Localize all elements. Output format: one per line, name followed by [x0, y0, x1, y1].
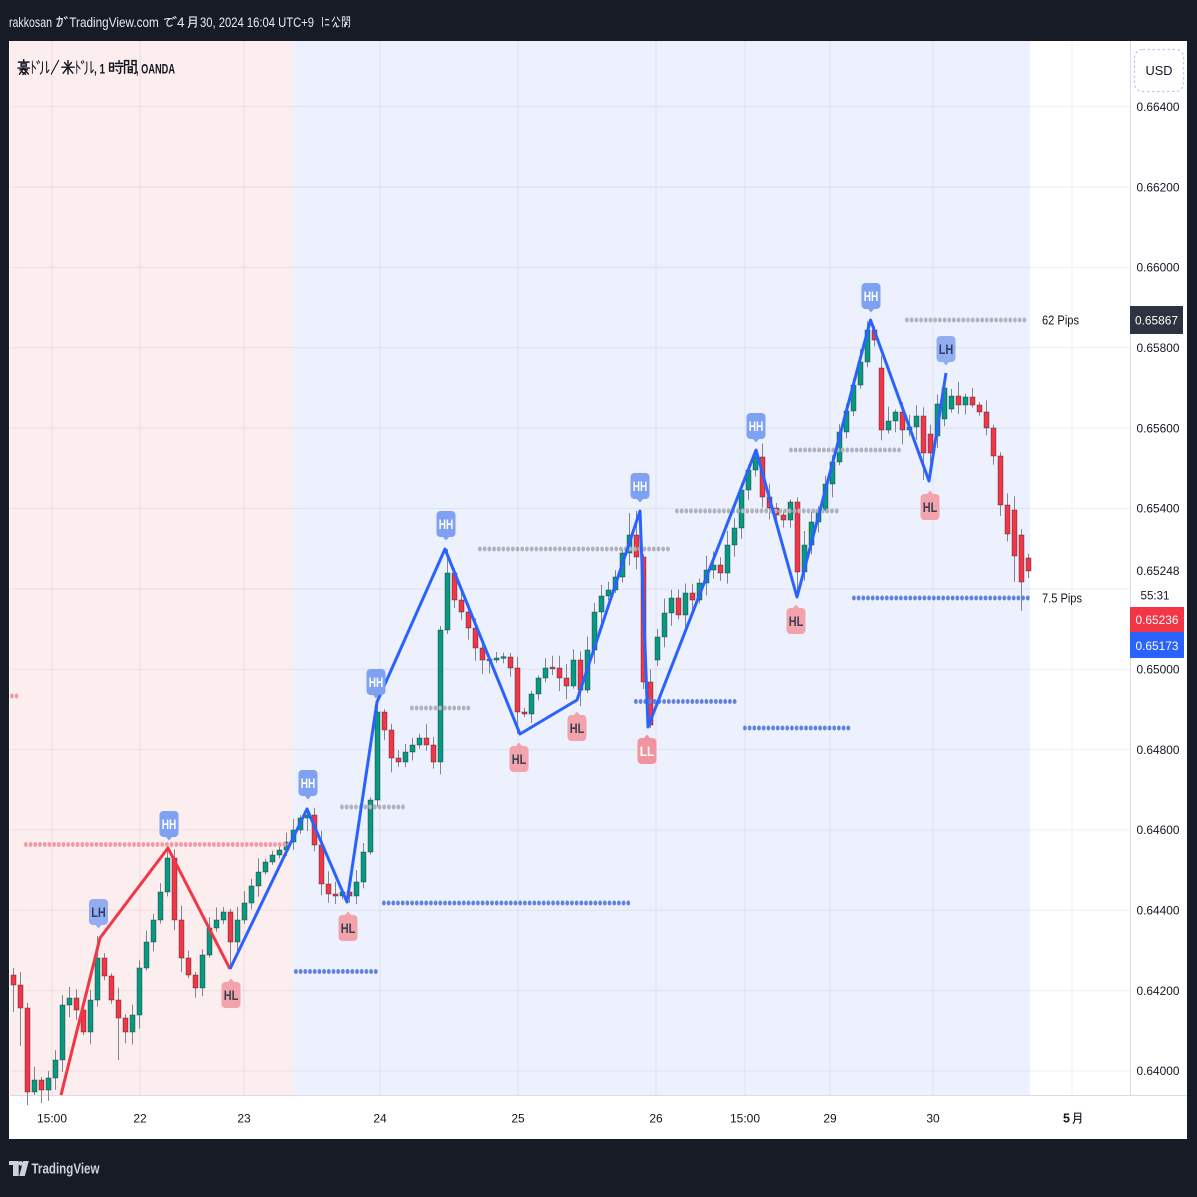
svg-text:23: 23 [237, 1112, 251, 1126]
svg-text:15:00: 15:00 [730, 1112, 760, 1126]
svg-text:HH: HH [864, 289, 879, 304]
svg-text:USD: USD [1146, 63, 1173, 78]
svg-text:29: 29 [823, 1112, 837, 1126]
svg-text:0.64400: 0.64400 [1137, 904, 1180, 918]
svg-text:0.66200: 0.66200 [1137, 180, 1180, 194]
svg-text:24: 24 [373, 1112, 387, 1126]
svg-text:0.65173: 0.65173 [1136, 639, 1179, 653]
svg-text:4: 4 [177, 15, 185, 30]
svg-text:15:00: 15:00 [37, 1112, 67, 1126]
svg-text:0.65600: 0.65600 [1137, 421, 1180, 435]
svg-text:0.65867: 0.65867 [1135, 314, 1178, 328]
svg-text:0.65248: 0.65248 [1137, 564, 1180, 578]
svg-text:TradingView.com: TradingView.com [69, 15, 159, 30]
svg-text:0.65800: 0.65800 [1137, 341, 1180, 355]
svg-text:55:31: 55:31 [1141, 589, 1170, 603]
svg-text:TradingView: TradingView [32, 1161, 100, 1178]
svg-text:, OANDA: , OANDA [136, 61, 175, 77]
svg-text:rakkosan: rakkosan [9, 15, 52, 30]
svg-text:HL: HL [923, 500, 938, 515]
svg-text:62 Pips: 62 Pips [1042, 314, 1079, 328]
svg-text:30: 30 [926, 1112, 940, 1126]
svg-text:HL: HL [224, 988, 239, 1003]
svg-text:26: 26 [649, 1112, 663, 1126]
svg-text:HH: HH [369, 675, 384, 690]
svg-text:22: 22 [133, 1112, 147, 1126]
svg-text:LL: LL [640, 744, 655, 759]
svg-text:LH: LH [91, 905, 106, 920]
svg-text:HL: HL [341, 921, 356, 936]
svg-text:HH: HH [162, 817, 177, 832]
svg-text:0.65236: 0.65236 [1136, 613, 1179, 627]
svg-text:HL: HL [789, 614, 804, 629]
svg-text:0.65000: 0.65000 [1137, 662, 1180, 676]
svg-text:25: 25 [511, 1112, 525, 1126]
svg-text:0.64800: 0.64800 [1137, 743, 1180, 757]
svg-text:HL: HL [512, 752, 527, 767]
svg-text:HL: HL [570, 721, 585, 736]
svg-text:7.5 Pips: 7.5 Pips [1042, 592, 1082, 606]
svg-text:0.66400: 0.66400 [1137, 100, 1180, 114]
svg-text:HH: HH [749, 419, 764, 434]
svg-text:HH: HH [439, 517, 454, 532]
svg-text:, 1: , 1 [94, 61, 105, 77]
svg-text:HH: HH [301, 776, 316, 791]
svg-text:HH: HH [633, 479, 648, 494]
svg-text:5: 5 [1063, 1112, 1070, 1126]
svg-text:0.64600: 0.64600 [1137, 823, 1180, 837]
svg-text:LH: LH [939, 342, 954, 357]
svg-text:0.64200: 0.64200 [1137, 984, 1180, 998]
svg-text:30, 2024 16:04 UTC+9: 30, 2024 16:04 UTC+9 [200, 15, 314, 30]
svg-text:0.65400: 0.65400 [1137, 502, 1180, 516]
svg-text:0.66000: 0.66000 [1137, 261, 1180, 275]
svg-text:0.64000: 0.64000 [1137, 1064, 1180, 1078]
